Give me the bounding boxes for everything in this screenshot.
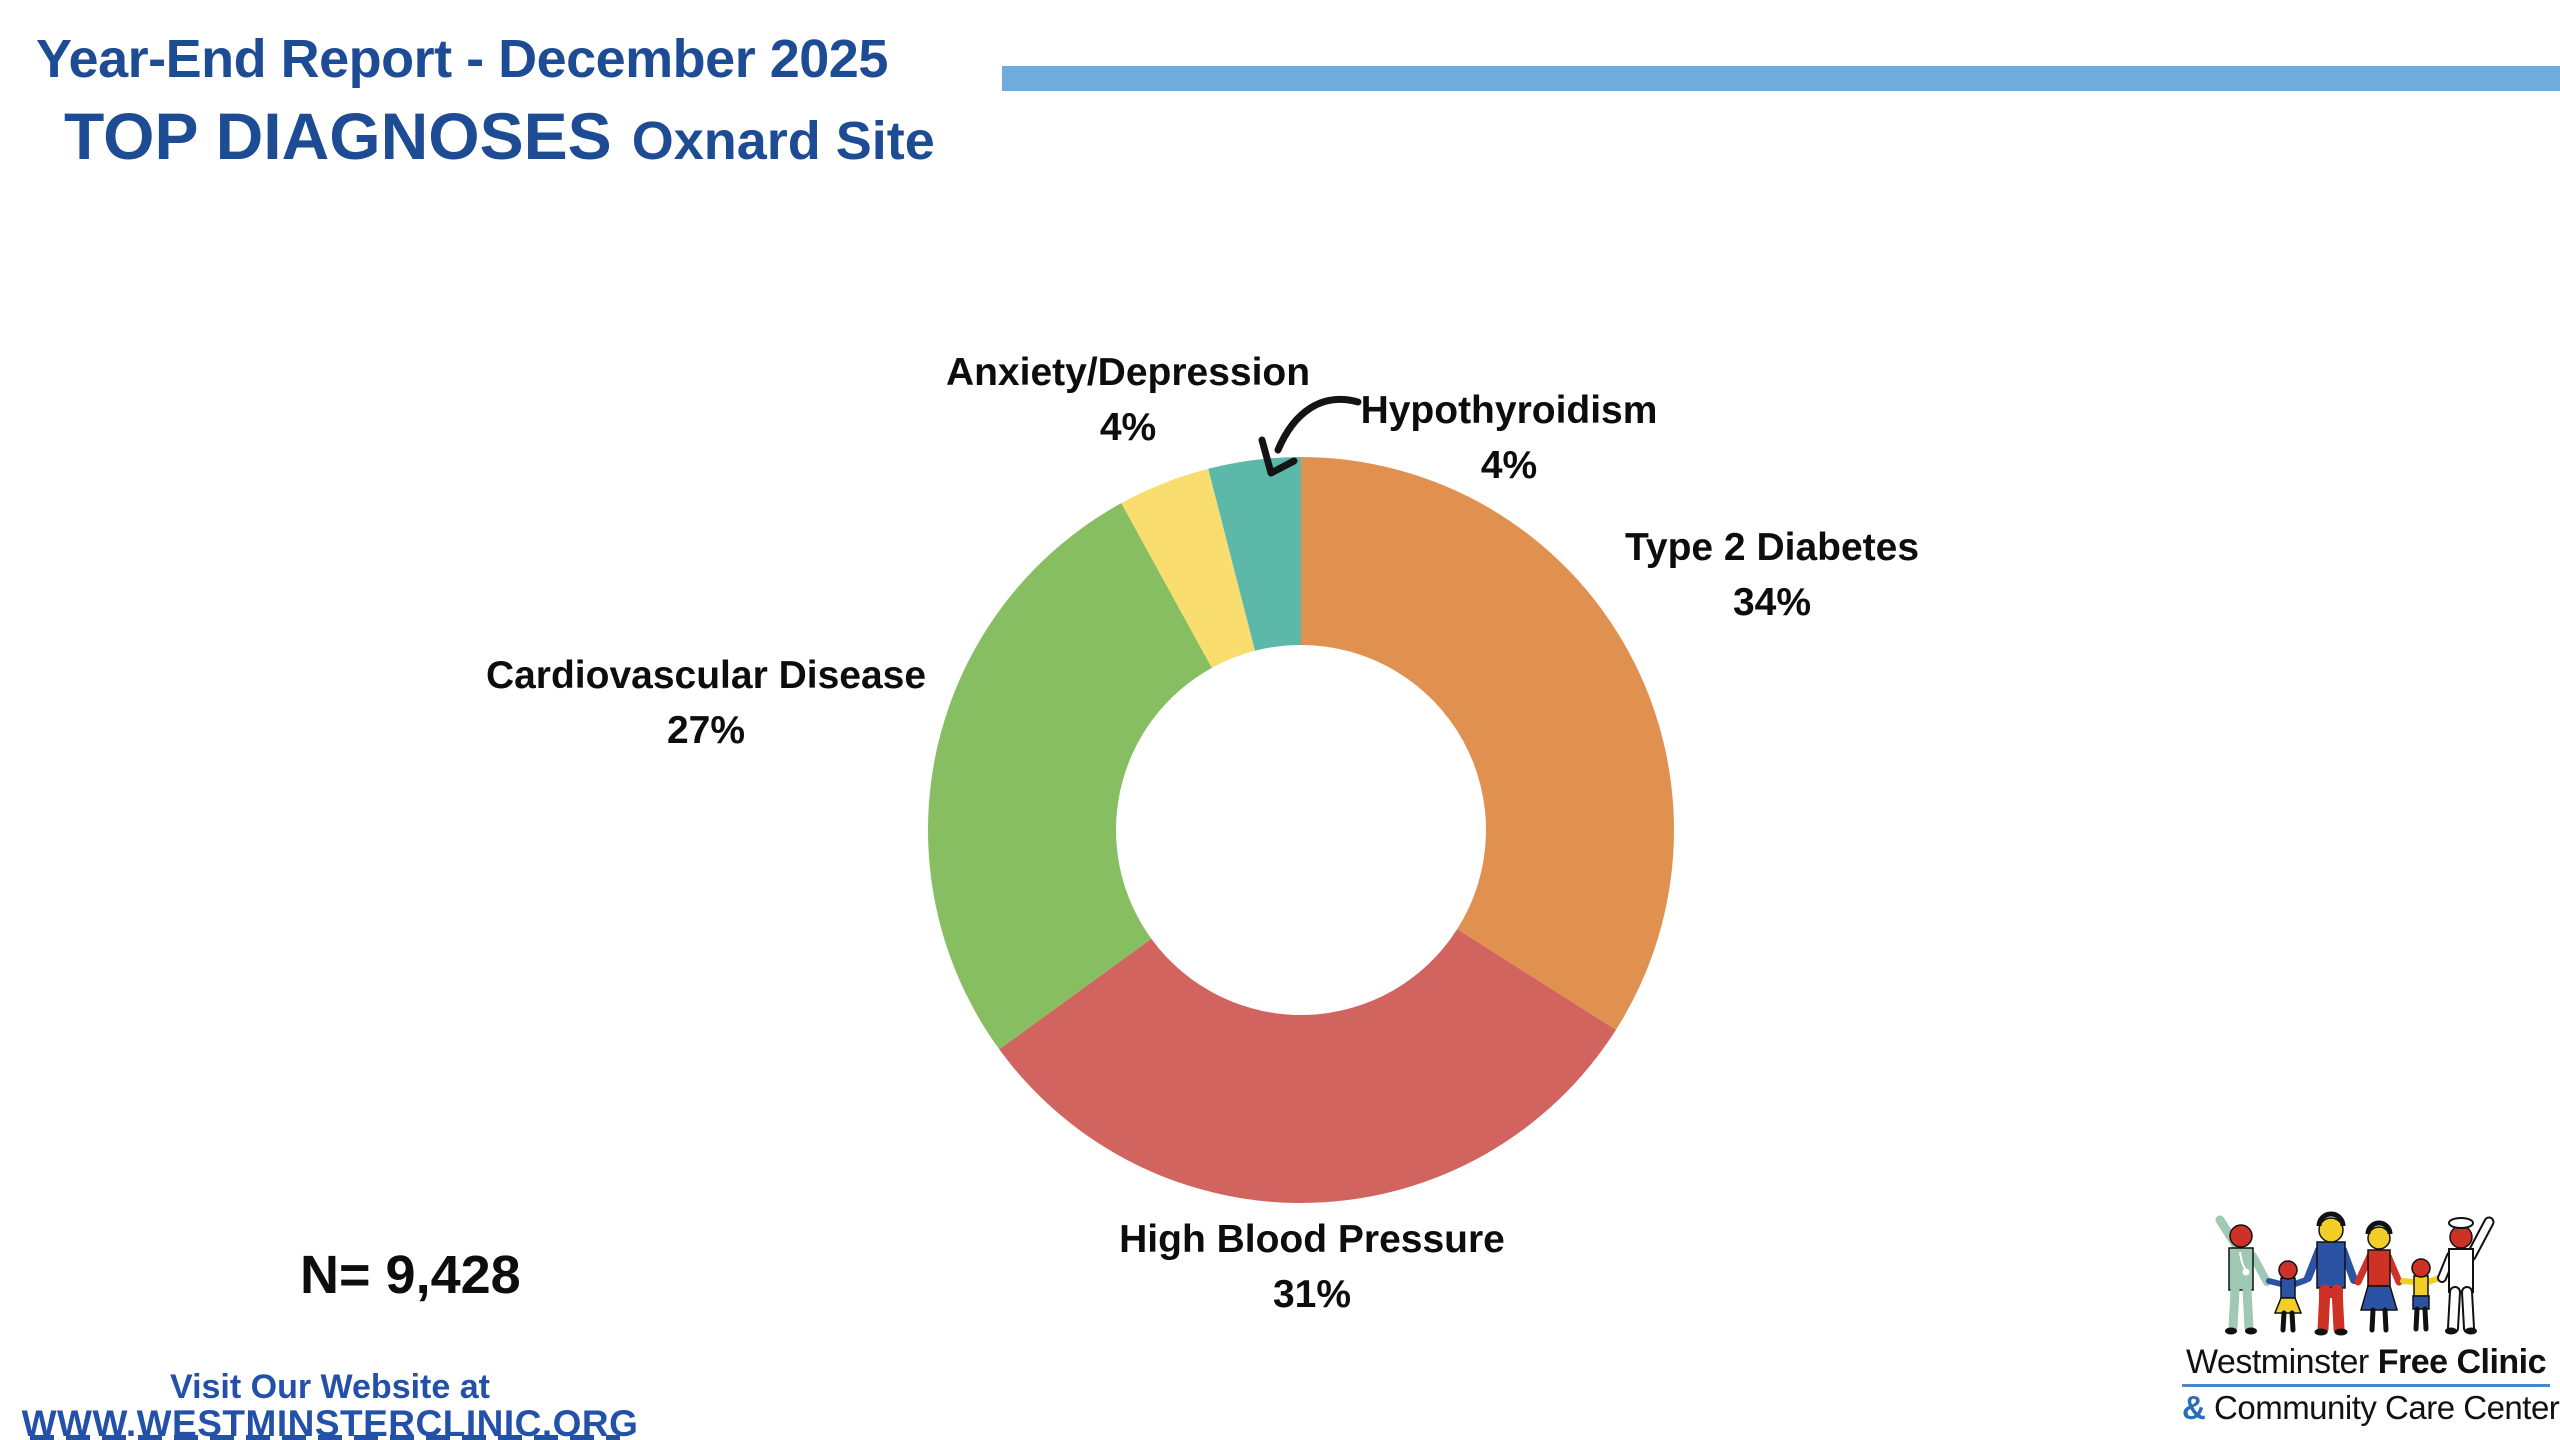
donut-segment-type-2-diabetes <box>1301 457 1674 1030</box>
donut-segment-anxiety-depression <box>1121 468 1255 668</box>
mother-figure <box>2354 1220 2403 1333</box>
logo-tagline-line: & Community Care Center <box>2182 1389 2560 1426</box>
label-cardiovascular-disease: Cardiovascular Disease 27% <box>486 648 926 758</box>
doctor-figure <box>2215 1215 2271 1335</box>
report-title: Year-End Report - December 2025 <box>36 29 888 89</box>
label-hypothyroidism: Hypothyroidism 4% <box>1361 383 1658 493</box>
logo-tagline-text: Community Care Center <box>2214 1389 2560 1426</box>
boy-figure <box>2400 1258 2442 1332</box>
donut-segments <box>928 457 1674 1203</box>
clipped-bottom-text-strip <box>30 1435 620 1440</box>
label-cardiovascular-disease-name: Cardiovascular Disease <box>485 654 927 697</box>
logo-divider-line <box>2182 1384 2550 1387</box>
label-high-blood-pressure: High Blood Pressure 31% <box>1119 1212 1505 1322</box>
label-type-2-diabetes-pct: 34% <box>1732 581 1812 624</box>
label-anxiety-depression-name: Anxiety/Depression <box>945 351 1311 394</box>
logo-tagline-amp: & <box>2182 1389 2206 1426</box>
logo-name-regular: Westminster <box>2185 1343 2369 1381</box>
hypothyroidism-callout-arrow <box>1274 395 1362 454</box>
donut-segment-cardiovascular-disease <box>928 503 1212 1050</box>
logo-name-line: Westminster Free Clinic <box>2182 1344 2550 1380</box>
label-anxiety-depression: Anxiety/Depression 4% <box>946 345 1310 455</box>
logo-name-bold: Free Clinic <box>2377 1343 2547 1381</box>
label-high-blood-pressure-pct: 31% <box>1272 1273 1352 1316</box>
label-anxiety-depression-pct: 4% <box>1099 406 1157 449</box>
site-subtitle: Oxnard Site <box>631 111 935 171</box>
label-hypothyroidism-name: Hypothyroidism <box>1360 389 1658 432</box>
website-callout-text: Visit Our Website at <box>170 1368 490 1406</box>
family-figures-illustration <box>2215 1211 2495 1336</box>
page-title: TOP DIAGNOSES <box>64 99 612 173</box>
donut-segment-hypothyroidism <box>1208 457 1301 651</box>
sailor-figure <box>2437 1216 2495 1335</box>
website-block: Visit Our Website at WWW.WESTMINSTERCLIN… <box>20 1370 640 1440</box>
label-type-2-diabetes: Type 2 Diabetes 34% <box>1625 520 1919 630</box>
donut-segment-high-blood-pressure <box>999 929 1616 1203</box>
father-figure <box>2304 1211 2358 1336</box>
label-type-2-diabetes-name: Type 2 Diabetes <box>1624 526 1920 569</box>
sample-size: N= 9,428 <box>300 1245 521 1305</box>
girl-figure <box>2266 1260 2309 1333</box>
label-hypothyroidism-pct: 4% <box>1480 444 1538 487</box>
hypothyroidism-callout-arrowhead <box>1258 436 1298 477</box>
label-cardiovascular-disease-pct: 27% <box>666 709 746 752</box>
label-high-blood-pressure-name: High Blood Pressure <box>1119 1218 1505 1261</box>
clinic-logo: Westminster Free Clinic & Community Care… <box>2182 1210 2560 1426</box>
header-accent-bar <box>1002 66 2560 91</box>
website-link[interactable]: WWW.WESTMINSTERCLINIC.ORG <box>21 1403 639 1440</box>
page-title-row: TOP DIAGNOSES Oxnard Site <box>64 98 935 174</box>
